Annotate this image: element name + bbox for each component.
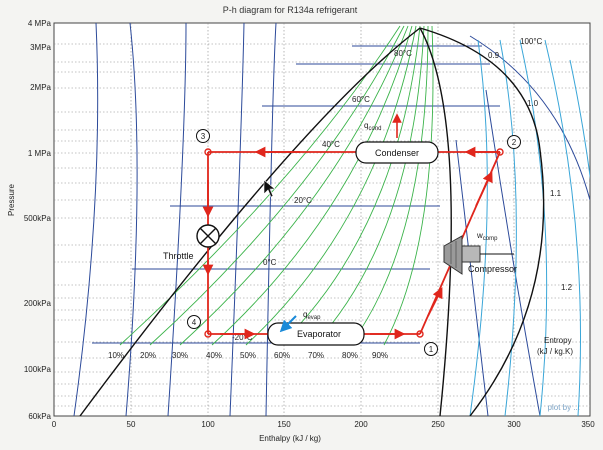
isotherm-label: 40°C — [322, 140, 340, 149]
condenser-label: Condenser — [375, 148, 419, 158]
arrow-1-up — [427, 287, 443, 317]
throttle-cross-line — [199, 227, 217, 245]
compressor-body — [443, 235, 463, 275]
y-tick: 3MPa — [30, 43, 51, 52]
quality-label: 60% — [274, 351, 290, 360]
entropy-lines — [469, 39, 590, 416]
diagram-title: P-h diagram for R134a refrigerant — [223, 5, 358, 15]
entropy-value: 1.1 — [550, 189, 562, 198]
y-axis-label: Pressure — [7, 183, 16, 216]
state-badge-1 — [424, 342, 438, 356]
quality-label: 40% — [206, 351, 222, 360]
saturation-dome — [79, 27, 545, 416]
y-tick: 60kPa — [28, 412, 51, 421]
w-comp-label: wcomp — [476, 231, 498, 242]
x-tick: 0 — [52, 420, 57, 429]
condenser-box — [355, 141, 439, 164]
entropy-value: 1.0 — [527, 99, 539, 108]
state-label-4: 4 — [192, 318, 197, 327]
quality-lines — [119, 25, 434, 346]
state-badge-2 — [507, 135, 521, 149]
isotherm-label: 80°C — [394, 49, 412, 58]
watermark: plot by ... — [548, 403, 580, 412]
y-tick: 4 MPa — [28, 19, 52, 28]
isotherm-label: 20°C — [294, 196, 312, 205]
x-axis-label: Enthalpy (kJ / kg) — [259, 434, 321, 443]
mouse-cursor-icon — [263, 179, 276, 198]
quality-label: 20% — [140, 351, 156, 360]
x-tick: 250 — [431, 420, 445, 429]
entropy-axis-label: Entropy — [544, 336, 572, 345]
quality-labels: 10% 20% 30% 40% 50% 60% 70% 80% 90% — [108, 351, 388, 360]
state-label-2: 2 — [512, 138, 517, 147]
state-badge-4 — [187, 315, 201, 329]
state-label-1: 1 — [429, 345, 434, 354]
entropy-axis-unit: (kJ / kg.K) — [537, 347, 573, 356]
x-tick: 150 — [277, 420, 291, 429]
arrow-compression-up — [475, 171, 493, 207]
entropy-labels: 0.9 1.0 1.1 1.2 Entropy (kJ / kg.K) — [488, 51, 573, 356]
state-point-2-marker — [496, 148, 504, 156]
state-point-4-marker — [204, 330, 212, 338]
entropy-value: 0.9 — [488, 51, 500, 60]
quality-label: 30% — [172, 351, 188, 360]
q-cond-label: qcond — [364, 121, 381, 132]
isotherm-label: -20°C — [232, 333, 253, 342]
x-tick: 200 — [354, 420, 368, 429]
y-axis-ticks: 4 MPa 3MPa 2MPa 1 MPa 500kPa 200kPa 100k… — [24, 19, 52, 421]
x-tick: 100 — [201, 420, 215, 429]
compressor-shaft — [461, 245, 481, 263]
x-tick: 300 — [507, 420, 521, 429]
x-axis-ticks: 0 50 100 150 200 250 300 350 — [52, 420, 595, 429]
state-point-3-marker — [204, 148, 212, 156]
x-tick: 350 — [581, 420, 595, 429]
state-badge-3 — [196, 129, 210, 143]
q-evap-label: qevap — [303, 310, 321, 321]
isotherm-label: 60°C — [352, 95, 370, 104]
state-point-badges: 1 2 3 4 — [187, 129, 521, 356]
compressor-icon — [443, 235, 481, 275]
state-point-1-marker — [416, 330, 424, 338]
quality-label: 90% — [372, 351, 388, 360]
isotherm-labels: 80°C 60°C 40°C 20°C 0°C -20°C 100°C — [232, 37, 543, 342]
compressor-label: Compressor — [468, 264, 517, 274]
isotherm-label: 0°C — [263, 258, 277, 267]
isotherm-label: 100°C — [520, 37, 543, 46]
quality-label: 10% — [108, 351, 124, 360]
quality-label: 70% — [308, 351, 324, 360]
quality-label: 80% — [342, 351, 358, 360]
y-tick: 500kPa — [24, 214, 52, 223]
entropy-value: 1.2 — [561, 283, 573, 292]
y-tick: 200kPa — [24, 299, 52, 308]
quality-label: 50% — [240, 351, 256, 360]
q-evap-arrow — [279, 315, 297, 333]
y-tick: 1 MPa — [28, 149, 52, 158]
evaporator-label: Evaporator — [297, 329, 341, 339]
y-tick: 100kPa — [24, 365, 52, 374]
x-tick: 50 — [127, 420, 136, 429]
y-tick: 2MPa — [30, 83, 51, 92]
state-label-3: 3 — [201, 132, 206, 141]
throttle-label: Throttle — [163, 251, 194, 261]
